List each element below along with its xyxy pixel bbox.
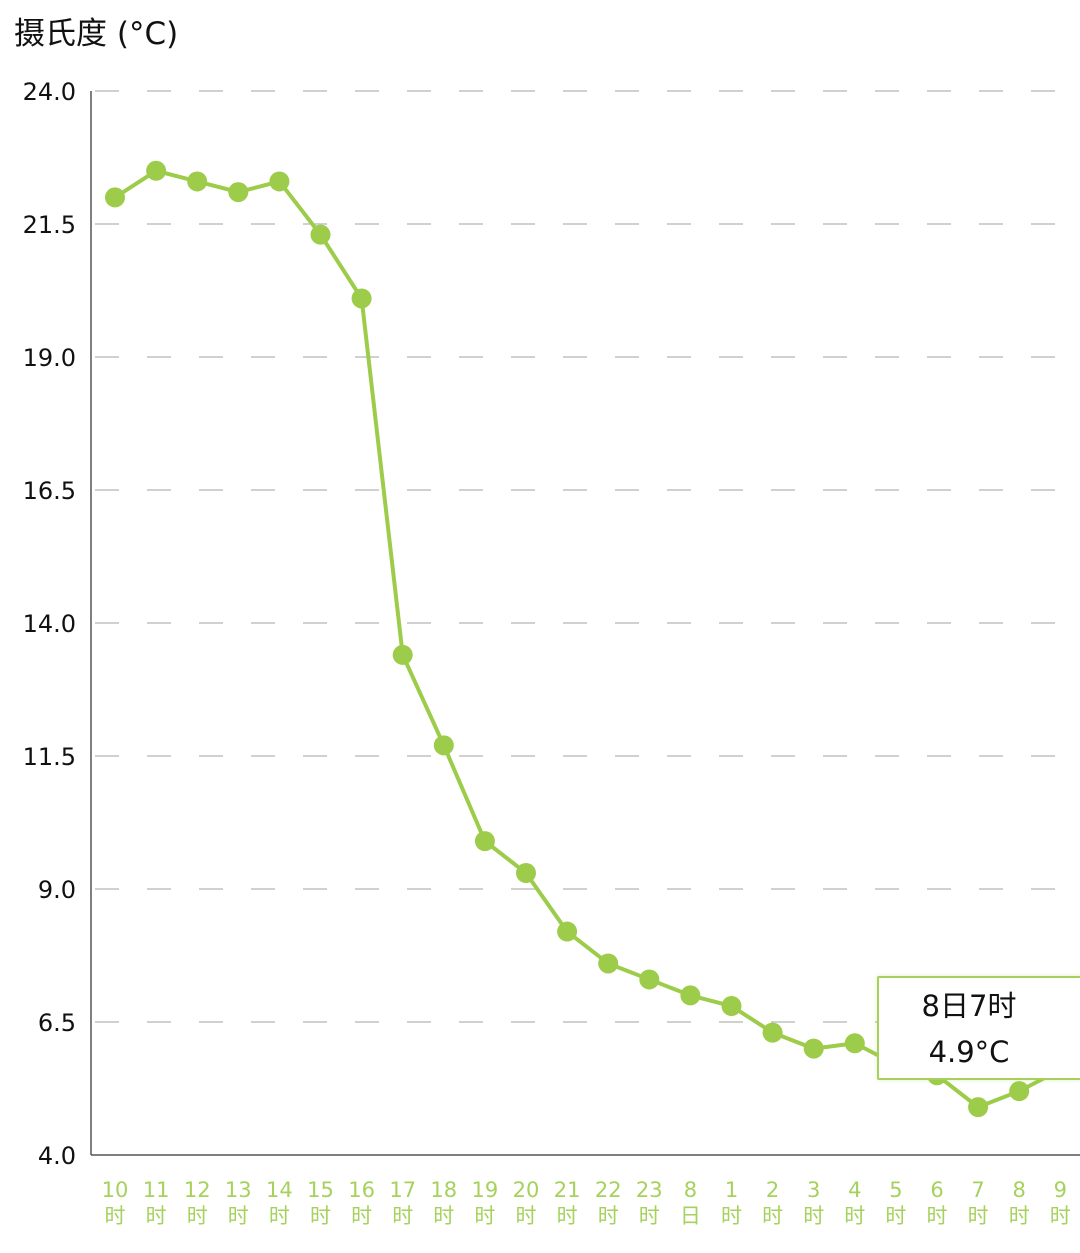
x-tick-label: 17: [389, 1178, 416, 1202]
data-point: [310, 224, 331, 245]
x-tick-label: 14: [266, 1178, 293, 1202]
x-tick-label-unit: 时: [474, 1204, 495, 1228]
data-point: [105, 187, 125, 208]
x-tick-label: 8: [684, 1178, 697, 1202]
x-tick-label-unit: 时: [1050, 1204, 1071, 1228]
x-tick-label: 12: [184, 1178, 211, 1202]
x-tick-label: 10: [102, 1178, 129, 1202]
data-point: [844, 1033, 865, 1054]
y-tick-label: 16.5: [23, 477, 76, 505]
x-tick-label-unit: 时: [598, 1204, 619, 1228]
x-tick-label-unit: 时: [392, 1204, 413, 1228]
x-tick-label: 20: [513, 1178, 540, 1202]
x-tick-label-unit: 时: [557, 1204, 578, 1228]
data-point: [803, 1038, 824, 1059]
tooltip-value: 4.9°C: [928, 1035, 1010, 1069]
x-tick-label: 1: [725, 1178, 738, 1202]
x-tick-label: 4: [848, 1178, 861, 1202]
data-point: [968, 1097, 989, 1118]
data-points: [105, 160, 1071, 1118]
x-tick-label-unit: 时: [310, 1204, 331, 1228]
x-tick-label: 21: [554, 1178, 581, 1202]
x-tick-label: 18: [430, 1178, 457, 1202]
data-point: [639, 969, 660, 990]
x-tick-label-unit: 时: [228, 1204, 249, 1228]
data-point: [680, 985, 701, 1006]
grid-lines: [95, 90, 1058, 1023]
x-tick-label-unit: 时: [885, 1204, 906, 1228]
x-tick-label-unit: 时: [433, 1204, 454, 1228]
data-point: [1009, 1081, 1030, 1102]
x-tick-label: 6: [930, 1178, 943, 1202]
data-point: [351, 288, 372, 309]
data-point: [721, 996, 742, 1017]
x-tick-label-unit: 时: [105, 1204, 126, 1228]
data-point: [433, 735, 454, 756]
x-tick-label-unit: 时: [927, 1204, 948, 1228]
y-tick-label: 19.0: [23, 344, 76, 372]
data-point: [187, 171, 208, 192]
x-tick-label: 2: [766, 1178, 779, 1202]
axes: [90, 91, 1080, 1156]
x-tick-label: 23: [636, 1178, 663, 1202]
x-tick-label-unit: 时: [187, 1204, 208, 1228]
x-tick-label-unit: 日: [680, 1204, 701, 1228]
data-point-tooltip: 8日7时 4.9°C: [877, 976, 1080, 1080]
x-tick-label: 22: [595, 1178, 622, 1202]
y-tick-label: 6.5: [38, 1009, 76, 1037]
x-tick-label-unit: 时: [639, 1204, 660, 1228]
y-tick-label: 11.5: [23, 743, 76, 771]
x-tick-label: 19: [472, 1178, 499, 1202]
x-tick-label-unit: 时: [1009, 1204, 1030, 1228]
x-tick-label: 16: [348, 1178, 375, 1202]
y-tick-labels: 24.0 21.5 19.0 16.5 14.0 11.5 9.0 6.5 4.0: [23, 78, 76, 1170]
x-tick-label: 11: [143, 1178, 170, 1202]
x-tick-label: 3: [807, 1178, 820, 1202]
data-point: [146, 160, 167, 181]
x-tick-label-unit: 时: [968, 1204, 989, 1228]
y-axis-unit-title: 摄氏度 (°C): [14, 16, 179, 52]
y-tick-label: 14.0: [23, 610, 76, 638]
x-tick-label: 9: [1054, 1178, 1067, 1202]
x-tick-label-unit: 时: [844, 1204, 865, 1228]
x-tick-label-unit: 时: [721, 1204, 742, 1228]
x-tick-label: 15: [307, 1178, 334, 1202]
data-point: [557, 921, 578, 942]
data-point: [474, 831, 495, 852]
x-tick-label: 7: [971, 1178, 984, 1202]
x-tick-label: 13: [225, 1178, 252, 1202]
x-tick-label: 8: [1013, 1178, 1026, 1202]
x-tick-label: 5: [889, 1178, 902, 1202]
y-tick-label: 9.0: [38, 876, 76, 904]
y-tick-label: 21.5: [23, 211, 76, 239]
x-tick-labels: 10时11时12时13时14时15时16时17时18时19时20时21时22时2…: [102, 1178, 1071, 1228]
series-line: [113, 168, 1063, 1110]
x-tick-label-unit: 时: [269, 1204, 290, 1228]
tooltip-time: 8日7时: [921, 989, 1017, 1023]
x-tick-label-unit: 时: [351, 1204, 372, 1228]
data-point: [516, 863, 536, 884]
x-tick-label-unit: 时: [803, 1204, 824, 1228]
data-point: [762, 1022, 783, 1043]
x-tick-label-unit: 时: [146, 1204, 167, 1228]
x-tick-label-unit: 时: [516, 1204, 537, 1228]
data-point: [392, 644, 413, 665]
data-point: [269, 171, 290, 192]
data-point: [228, 182, 249, 203]
series-line: [113, 168, 1063, 1110]
data-point: [598, 953, 619, 974]
x-tick-label-unit: 时: [762, 1204, 783, 1228]
y-tick-label: 4.0: [38, 1142, 76, 1170]
y-tick-label: 24.0: [23, 78, 76, 106]
